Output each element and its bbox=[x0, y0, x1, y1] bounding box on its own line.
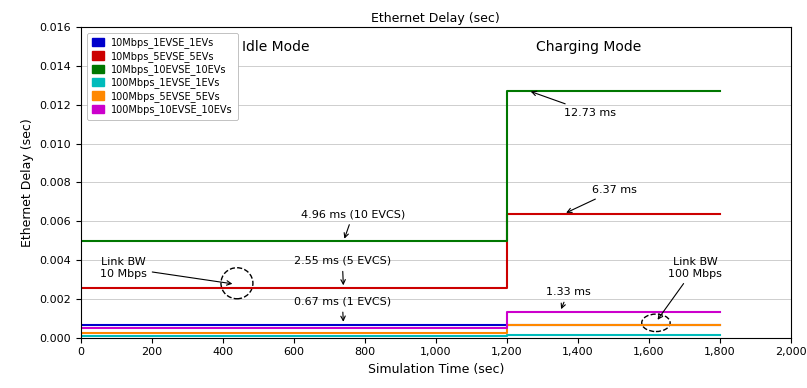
100Mbps_5EVSE_5EVs bbox=[715, 323, 725, 327]
100Mbps_10EVSE_10EVs bbox=[502, 326, 512, 330]
10Mbps_10EVSE_10EVs bbox=[76, 239, 86, 244]
100Mbps_5EVSE_5EVs bbox=[76, 330, 86, 335]
10Mbps_5EVSE_5EVs bbox=[715, 211, 725, 216]
100Mbps_10EVSE_10EVs bbox=[502, 310, 512, 314]
Title: Ethernet Delay (sec): Ethernet Delay (sec) bbox=[371, 12, 500, 24]
100Mbps_5EVSE_5EVs bbox=[502, 330, 512, 335]
100Mbps_1EVSE_1EVs bbox=[502, 334, 512, 339]
100Mbps_5EVSE_5EVs bbox=[502, 323, 512, 327]
100Mbps_1EVSE_1EVs bbox=[76, 334, 86, 339]
10Mbps_10EVSE_10EVs bbox=[715, 88, 725, 93]
Text: 2.55 ms (5 EVCS): 2.55 ms (5 EVCS) bbox=[294, 256, 391, 284]
Legend: 10Mbps_1EVSE_1EVs, 10Mbps_5EVSE_5EVs, 10Mbps_10EVSE_10EVs, 100Mbps_1EVSE_1EVs, 1: 10Mbps_1EVSE_1EVs, 10Mbps_5EVSE_5EVs, 10… bbox=[87, 33, 238, 120]
Text: 6.37 ms: 6.37 ms bbox=[567, 185, 637, 212]
Line: 100Mbps_1EVSE_1EVs: 100Mbps_1EVSE_1EVs bbox=[81, 335, 720, 336]
10Mbps_1EVSE_1EVs bbox=[76, 322, 86, 327]
Y-axis label: Ethernet Delay (sec): Ethernet Delay (sec) bbox=[21, 118, 34, 247]
Line: 10Mbps_10EVSE_10EVs: 10Mbps_10EVSE_10EVs bbox=[81, 90, 720, 241]
Line: 10Mbps_5EVSE_5EVs: 10Mbps_5EVSE_5EVs bbox=[81, 214, 720, 288]
100Mbps_1EVSE_1EVs bbox=[715, 333, 725, 337]
Text: 12.73 ms: 12.73 ms bbox=[532, 91, 616, 118]
10Mbps_1EVSE_1EVs bbox=[715, 322, 725, 327]
Line: 100Mbps_5EVSE_5EVs: 100Mbps_5EVSE_5EVs bbox=[81, 325, 720, 333]
Text: Link BW
10 Mbps: Link BW 10 Mbps bbox=[100, 257, 231, 285]
Text: 1.33 ms: 1.33 ms bbox=[546, 287, 591, 308]
Line: 100Mbps_10EVSE_10EVs: 100Mbps_10EVSE_10EVs bbox=[81, 312, 720, 328]
10Mbps_5EVSE_5EVs bbox=[502, 286, 512, 290]
Text: 4.96 ms (10 EVCS): 4.96 ms (10 EVCS) bbox=[301, 209, 405, 237]
10Mbps_1EVSE_1EVs bbox=[502, 322, 512, 327]
10Mbps_10EVSE_10EVs bbox=[502, 88, 512, 93]
10Mbps_5EVSE_5EVs bbox=[76, 286, 86, 290]
Text: Link BW
100 Mbps: Link BW 100 Mbps bbox=[659, 257, 722, 319]
X-axis label: Simulation Time (sec): Simulation Time (sec) bbox=[368, 363, 504, 376]
100Mbps_1EVSE_1EVs bbox=[502, 333, 512, 337]
10Mbps_5EVSE_5EVs bbox=[502, 211, 512, 216]
Text: Charging Mode: Charging Mode bbox=[536, 40, 641, 54]
Text: 0.67 ms (1 EVCS): 0.67 ms (1 EVCS) bbox=[294, 296, 391, 320]
10Mbps_10EVSE_10EVs bbox=[502, 239, 512, 244]
Text: Idle Mode: Idle Mode bbox=[242, 40, 310, 54]
100Mbps_10EVSE_10EVs bbox=[76, 326, 86, 330]
10Mbps_1EVSE_1EVs bbox=[502, 322, 512, 327]
100Mbps_10EVSE_10EVs bbox=[715, 310, 725, 314]
